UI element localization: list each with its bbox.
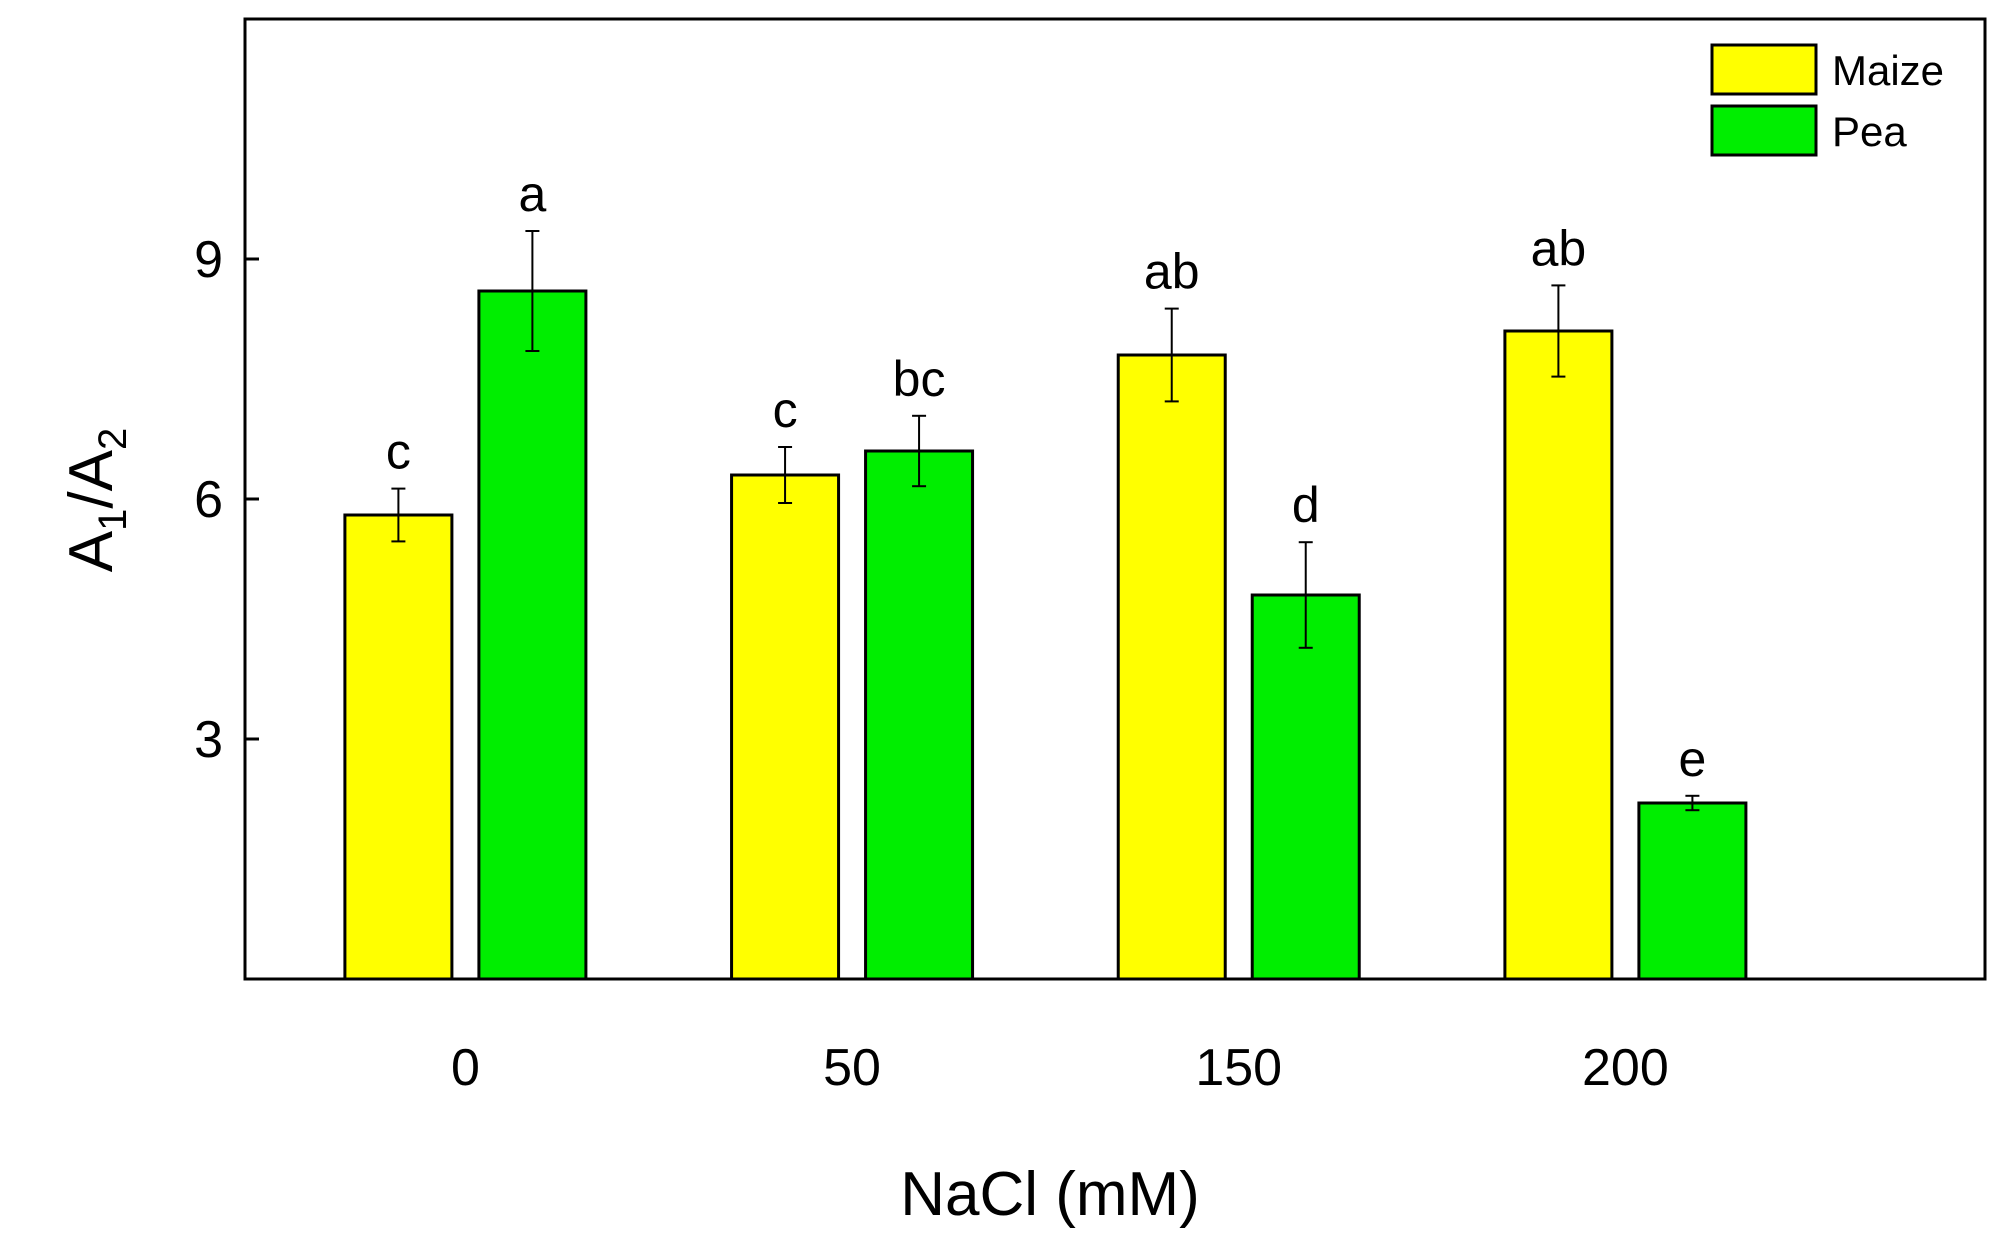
significance-label-pea-0: a: [518, 166, 546, 222]
bar-pea-50: [864, 449, 975, 981]
x-tick-label-0: 0: [451, 1039, 480, 1097]
y-axis-title-sub2: 2: [91, 428, 135, 450]
significance-label-pea-50: bc: [893, 351, 946, 407]
legend-swatch-pea: [1710, 104, 1818, 157]
y-tick-label-9: 9: [194, 231, 223, 289]
significance-label-maize-0: c: [386, 424, 411, 480]
y-axis-title: A1/A2: [57, 428, 135, 572]
significance-label-maize-150: ab: [1144, 244, 1200, 300]
x-tick-label-50: 50: [823, 1039, 881, 1097]
x-axis-title: NaCl (mM): [900, 1160, 1200, 1229]
y-tick-label-3: 3: [194, 711, 223, 769]
bar-maize-50: [730, 473, 841, 981]
bar-pea-150: [1250, 593, 1361, 981]
significance-label-maize-50: c: [773, 382, 798, 438]
x-tick-label-150: 150: [1195, 1039, 1282, 1097]
legend-label-maize: Maize: [1832, 47, 1944, 94]
legend-swatch-maize: [1710, 43, 1818, 96]
bar-maize-200: [1503, 329, 1614, 981]
bar-maize-0: [343, 513, 454, 981]
bar-maize-150: [1116, 353, 1227, 981]
significance-label-maize-200: ab: [1531, 220, 1587, 276]
legend: Maize Pea: [1710, 43, 1944, 157]
bar-pea-200: [1637, 801, 1748, 981]
bar-pea-0: [477, 289, 588, 981]
legend-label-pea: Pea: [1832, 108, 1907, 155]
significance-label-pea-200: e: [1678, 731, 1706, 787]
significance-label-pea-150: d: [1292, 477, 1320, 533]
y-axis-title-base: A: [57, 530, 126, 572]
x-axis: 0 50 150 200: [451, 1039, 1669, 1097]
y-tick-label-6: 6: [194, 471, 223, 529]
y-axis-title-sub1: 1: [91, 509, 135, 531]
bars-layer: c a c bc ab d ab e: [343, 166, 1748, 981]
y-axis-title-slash: /A: [57, 449, 126, 508]
x-tick-label-200: 200: [1582, 1039, 1669, 1097]
y-axis: 3 6 9: [194, 231, 259, 769]
